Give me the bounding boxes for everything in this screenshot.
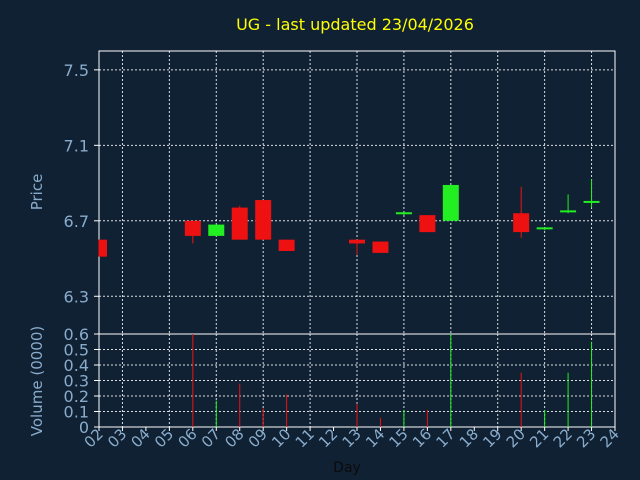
- candle-body: [536, 227, 553, 230]
- price-axis-ticks: 6.3 6.7 7.1 7.5: [64, 61, 99, 306]
- volume-grid: [99, 334, 615, 427]
- x-axis-label: Day: [333, 460, 361, 476]
- volume-bars: [192, 334, 593, 427]
- volume-panel: 00.10.20.30.40.50.6: [64, 325, 616, 437]
- candle-body: [231, 207, 248, 240]
- candle-body: [184, 220, 201, 236]
- volume-tick-label: 0: [79, 418, 89, 437]
- price-tick-label: 7.5: [64, 61, 89, 80]
- volume-tick-label: 0.4: [64, 356, 89, 375]
- candle-body: [99, 239, 107, 257]
- volume-axis-ticks: 00.10.20.30.40.50.6: [64, 325, 99, 437]
- candle-body: [255, 200, 272, 240]
- candle-body: [349, 239, 365, 244]
- price-panel: 6.3 6.7 7.1 7.5: [64, 50, 616, 335]
- candle-body: [278, 239, 295, 251]
- candle-body: [560, 210, 577, 213]
- price-tick-label: 7.1: [64, 136, 89, 155]
- volume-tick-label: 0.6: [64, 325, 89, 344]
- chart-title: UG - last updated 23/04/2026: [236, 15, 474, 34]
- candles: [98, 179, 600, 257]
- candle-body: [513, 213, 530, 233]
- candle-body: [372, 241, 389, 253]
- volume-tick-label: 0.2: [64, 387, 89, 406]
- volume-tick-label: 0.1: [64, 403, 89, 422]
- candle-body: [419, 215, 436, 233]
- candle-body: [442, 184, 459, 221]
- price-axis-label: Price: [28, 174, 46, 211]
- x-axis-ticks: 0203040506070809101112131415161718192021…: [81, 425, 623, 451]
- candle-body: [583, 200, 600, 203]
- volume-axis-label: Volume (0000): [28, 326, 46, 436]
- volume-tick-label: 0.5: [64, 341, 89, 360]
- candle-body: [208, 224, 225, 236]
- candle-body: [395, 212, 412, 215]
- price-tick-label: 6.7: [64, 212, 89, 231]
- price-tick-label: 6.3: [64, 287, 89, 306]
- volume-tick-label: 0.3: [64, 372, 89, 391]
